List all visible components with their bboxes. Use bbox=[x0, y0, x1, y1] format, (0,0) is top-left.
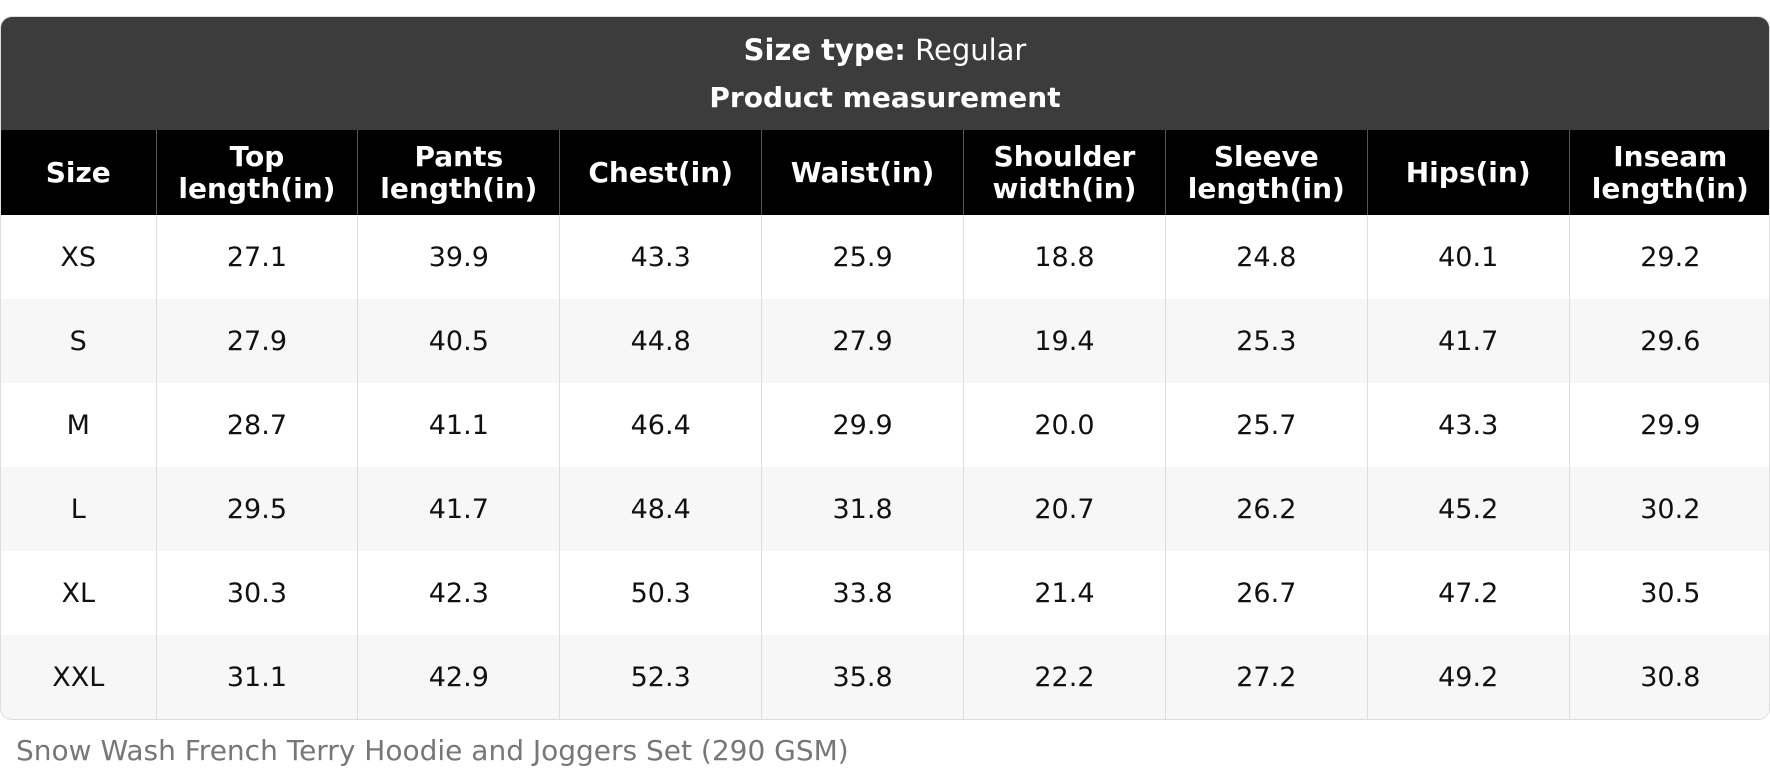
header-row: Size Top length(in) Pants length(in) Chest(… bbox=[1, 130, 1769, 215]
table-header: Size type: Regular Product measurement bbox=[1, 17, 1769, 130]
table-row: M 28.7 41.1 46.4 29.9 20.0 25.7 43.3 29.9 bbox=[1, 383, 1769, 467]
measurement-cell: 52.3 bbox=[559, 635, 762, 719]
column-header: Sleeve length(in) bbox=[1164, 130, 1368, 215]
measurement-cell: 46.4 bbox=[559, 383, 762, 467]
size-cell: M bbox=[66, 409, 90, 441]
measurement-cell: 18.8 bbox=[963, 215, 1166, 299]
subtitle: Product measurement bbox=[709, 81, 1061, 114]
measurement-cell: 44.8 bbox=[559, 299, 762, 383]
measurement-cell: 20.7 bbox=[963, 467, 1166, 551]
measurement-cell: 27.9 bbox=[155, 299, 358, 383]
size-cell: XS bbox=[60, 241, 97, 273]
measurement-cell: 43.3 bbox=[559, 215, 762, 299]
size-type-value: Regular bbox=[915, 33, 1027, 67]
column-header: Shoulder width(in) bbox=[963, 130, 1166, 215]
measurement-cell: 33.8 bbox=[761, 551, 964, 635]
table-row: XXL 31.1 42.9 52.3 35.8 22.2 27.2 49.2 30.8 bbox=[1, 635, 1769, 719]
column-header: Hips(in) bbox=[1366, 130, 1570, 215]
measurement-cell: 25.3 bbox=[1164, 299, 1368, 383]
measurement-cell: 24.8 bbox=[1164, 215, 1368, 299]
measurement-cell: 19.4 bbox=[963, 299, 1166, 383]
table-row: XL 30.3 42.3 50.3 33.8 21.4 26.7 47.2 30.5 bbox=[1, 551, 1769, 635]
measurement-cell: 29.2 bbox=[1568, 215, 1769, 299]
measurement-cell: 45.2 bbox=[1366, 467, 1570, 551]
measurement-table: Size Top length(in) Pants length(in) Chest(… bbox=[1, 130, 1769, 719]
table-row: XS 27.1 39.9 43.3 25.9 18.8 24.8 40.1 29.2 bbox=[1, 215, 1769, 299]
column-header: Pants length(in) bbox=[357, 130, 560, 215]
size-chart: Size type: Regular Product measurement S… bbox=[0, 16, 1770, 720]
measurement-cell: 25.7 bbox=[1164, 383, 1368, 467]
card: Size type: Regular Product measurement S… bbox=[0, 16, 1770, 720]
measurement-cell: 40.1 bbox=[1366, 215, 1570, 299]
measurement-cell: 50.3 bbox=[559, 551, 762, 635]
measurement-cell: 29.9 bbox=[761, 383, 964, 467]
measurement-cell: 41.7 bbox=[1366, 299, 1570, 383]
measurement-cell: 29.5 bbox=[155, 467, 358, 551]
measurement-cell: 35.8 bbox=[761, 635, 964, 719]
caption: Snow Wash French Terry Hoodie and Jogger… bbox=[16, 734, 849, 767]
table-body: XS 27.1 39.9 43.3 25.9 18.8 24.8 40.1 29.2 S 27.9 4… bbox=[1, 215, 1769, 719]
measurement-cell: 49.2 bbox=[1366, 635, 1570, 719]
column-header: Chest(in) bbox=[559, 130, 762, 215]
size-cell: L bbox=[1, 467, 156, 551]
measurement-cell: 30.3 bbox=[155, 551, 358, 635]
measurement-cell: 26.7 bbox=[1164, 551, 1368, 635]
size-cell: XL bbox=[61, 577, 96, 609]
column-header: Waist(in) bbox=[761, 130, 964, 215]
measurement-cell: 27.1 bbox=[155, 215, 358, 299]
size-cell: XXL bbox=[1, 635, 156, 719]
column-header: Size bbox=[1, 130, 156, 215]
measurement-cell: 21.4 bbox=[963, 551, 1166, 635]
measurement-cell: 28.7 bbox=[155, 383, 358, 467]
measurement-cell: 48.4 bbox=[559, 467, 762, 551]
size-type-label: Size type: bbox=[743, 33, 906, 67]
measurement-cell: 25.9 bbox=[761, 215, 964, 299]
table-row: S 27.9 40.5 44.8 27.9 19.4 25.3 41.7 29.6 bbox=[1, 299, 1769, 383]
measurement-cell: 27.9 bbox=[761, 299, 964, 383]
measurement-cell: 20.0 bbox=[963, 383, 1166, 467]
column-header: Top length(in) bbox=[155, 130, 358, 215]
table-row: L 29.5 41.7 48.4 31.8 20.7 26.2 45.2 30.2 bbox=[1, 467, 1769, 551]
measurement-cell: 26.2 bbox=[1164, 467, 1368, 551]
measurement-cell: 27.2 bbox=[1164, 635, 1368, 719]
measurement-cell: 39.9 bbox=[357, 215, 560, 299]
measurement-cell: 40.5 bbox=[357, 299, 560, 383]
measurement-cell: 43.3 bbox=[1366, 383, 1570, 467]
measurement-cell: 29.9 bbox=[1568, 383, 1769, 467]
measurement-cell: 31.1 bbox=[155, 635, 358, 719]
measurement-cell: 42.9 bbox=[357, 635, 560, 719]
column-header: Inseam length(in) bbox=[1568, 130, 1769, 215]
measurement-cell: 22.2 bbox=[963, 635, 1166, 719]
measurement-cell: 30.2 bbox=[1568, 467, 1769, 551]
measurement-cell: 31.8 bbox=[761, 467, 964, 551]
measurement-cell: 47.2 bbox=[1366, 551, 1570, 635]
size-cell: S bbox=[1, 299, 156, 383]
measurement-cell: 41.7 bbox=[357, 467, 560, 551]
size-type: Size type: Regular bbox=[1, 17, 1769, 73]
measurement-cell: 30.8 bbox=[1568, 635, 1769, 719]
measurement-cell: 30.5 bbox=[1568, 551, 1769, 635]
measurement-cell: 29.6 bbox=[1568, 299, 1769, 383]
measurement-cell: 41.1 bbox=[357, 383, 560, 467]
measurement-cell: 42.3 bbox=[357, 551, 560, 635]
